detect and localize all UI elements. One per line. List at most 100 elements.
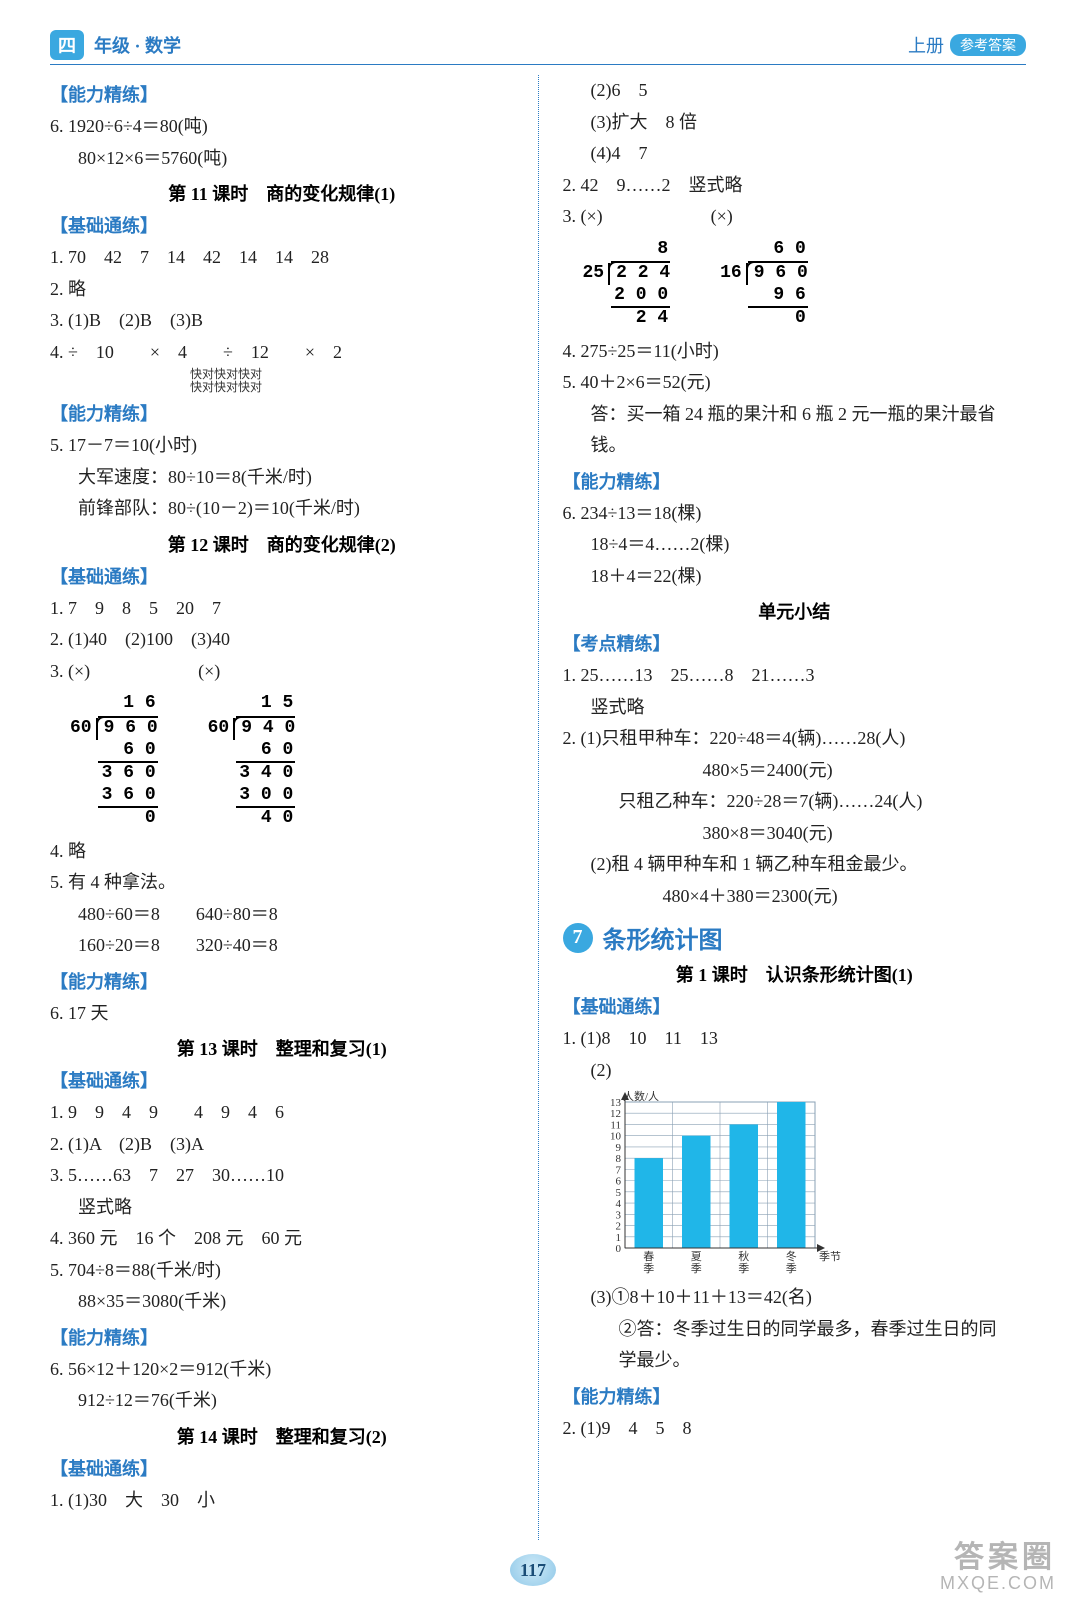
ref-pill: 参考答案 [950,34,1026,56]
text-line: 6. 56×12＋120×2＝912(千米) [50,1354,514,1386]
svg-text:2: 2 [615,1221,621,1233]
section-ability: 【能力精练】 [563,1383,1027,1409]
ld-step: 3 0 0 [236,785,296,809]
section-basic: 【基础通练】 [50,1455,514,1481]
annotation: 快对快对快对 [50,381,514,394]
ld-step: 3 4 0 [236,763,296,785]
long-division-row: 8 25 2 2 4 2 0 0 2 4 6 0 16 9 6 0 9 6 0 [583,239,1027,330]
ld-dividend: 9 6 0 [96,718,158,740]
text-line: 竖式略 [50,1192,514,1224]
svg-text:13: 13 [610,1097,622,1109]
svg-text:季: 季 [690,1262,701,1275]
annotation: 快对快对快对 [50,368,514,381]
svg-text:6: 6 [615,1176,621,1188]
text-line: 学最少。 [563,1345,1027,1377]
section-exam: 【考点精练】 [563,630,1027,656]
long-division-1: 1 6 60 9 6 0 6 0 3 6 0 3 6 0 0 [70,693,158,830]
ld-dividend: 2 2 4 [608,263,670,285]
svg-text:夏: 夏 [690,1250,701,1263]
page-number: 117 [510,1554,556,1586]
text-line: 912÷12＝76(千米) [50,1385,514,1417]
text-line: 380×8＝3040(元) [563,818,1027,850]
ld-step: 6 0 [98,740,158,764]
text-line: 3. (×) (×) [563,201,1027,233]
text-line: 88×35＝3080(千米) [50,1286,514,1318]
ld-dividend: 9 4 0 [233,718,295,740]
header-left: 四 年级 · 数学 [50,30,181,60]
text-line: 3. (1)B (2)B (3)B [50,305,514,337]
text-line: 只租乙种车：220÷28＝7(辆)……24(人) [563,786,1027,818]
bar-chart: 012345678910111213人数/人季节春季夏季秋季冬季 [591,1088,1027,1278]
ld-divisor: 16 [720,263,746,285]
text-line: 1. 70 42 7 14 42 14 14 28 [50,242,514,274]
svg-text:11: 11 [610,1120,621,1132]
section-ability: 【能力精练】 [50,968,514,994]
unit-summary-heading: 单元小结 [563,598,1027,624]
svg-text:8: 8 [615,1154,621,1166]
ld-divisor: 60 [70,718,96,740]
chapter-title: 条形统计图 [603,920,723,955]
ld-quotient: 6 0 [748,239,808,264]
text-line: 4. 275÷25＝11(小时) [563,336,1027,368]
text-line: 18÷4＝4……2(棵) [563,529,1027,561]
page-header: 四 年级 · 数学 上册 参考答案 [50,30,1026,65]
ld-quotient: 1 6 [98,693,158,718]
section-ability: 【能力精练】 [563,468,1027,494]
section-basic: 【基础通练】 [50,1067,514,1093]
svg-text:1: 1 [615,1232,621,1244]
text-line: 1. (1)30 大 30 小 [50,1485,514,1517]
text-line: 5. 704÷8＝88(千米/时) [50,1255,514,1287]
text-line: 1. 9 9 4 9 4 9 4 6 [50,1097,514,1129]
text-line: 答：买一箱 24 瓶的果汁和 6 瓶 2 元一瓶的果汁最省 [563,399,1027,431]
text-line: 2. (1)A (2)B (3)A [50,1129,514,1161]
watermark-line2: MXQE.COM [940,1574,1056,1594]
text-line: 5. 40＋2×6＝52(元) [563,367,1027,399]
text-line: 3. (×) (×) [50,656,514,688]
ld-step: 6 0 [236,740,296,764]
svg-text:9: 9 [615,1142,621,1154]
text-line: 2. 42 9……2 竖式略 [563,170,1027,202]
long-division-4: 6 0 16 9 6 0 9 6 0 [720,239,808,330]
section-ability: 【能力精练】 [50,400,514,426]
svg-text:12: 12 [610,1109,621,1121]
column-divider [538,75,539,1540]
text-line: 钱。 [563,430,1027,462]
text-line: 6. 234÷13＝18(棵) [563,498,1027,530]
lesson-heading: 第 1 课时 认识条形统计图(1) [563,961,1027,987]
svg-text:0: 0 [615,1243,621,1255]
right-column: (2)6 5 (3)扩大 8 倍 (4)4 7 2. 42 9……2 竖式略 3… [563,75,1027,1540]
section-ability: 【能力精练】 [50,1324,514,1350]
text-line: (2)6 5 [563,75,1027,107]
text-line: 6. 17 天 [50,998,514,1030]
text-line: 6. 1920÷6÷4＝80(吨) [50,111,514,143]
text-line: 4. 略 [50,836,514,868]
watermark: 答案圈 MXQE.COM [940,1541,1056,1594]
text-line: (2)租 4 辆甲种车和 1 辆乙种车租金最少。 [563,849,1027,881]
text-line: 1. 25……13 25……8 21……3 [563,660,1027,692]
ld-step: 3 6 0 [98,763,158,785]
watermark-line1: 答案圈 [940,1541,1056,1574]
svg-text:季: 季 [785,1262,796,1275]
lesson-heading-11: 第 11 课时 商的变化规律(1) [50,180,514,206]
svg-text:7: 7 [615,1165,621,1177]
text-line: 竖式略 [563,692,1027,724]
svg-text:5: 5 [615,1187,621,1199]
lesson-heading-12: 第 12 课时 商的变化规律(2) [50,531,514,557]
ld-step: 3 6 0 [98,785,158,809]
content-columns: 【能力精练】 6. 1920÷6÷4＝80(吨) 80×12×6＝5760(吨)… [50,75,1026,1540]
text-line: 5. 17－7＝10(小时) [50,430,514,462]
ld-divisor: 60 [208,718,234,740]
text-line: 480÷60＝8 640÷80＝8 [50,899,514,931]
ld-divisor: 25 [583,263,609,285]
text-line: 80×12×6＝5760(吨) [50,143,514,175]
text-line: 2. (1)9 4 5 8 [563,1413,1027,1445]
volume-text: 上册 [908,32,944,58]
lesson-heading-14: 第 14 课时 整理和复习(2) [50,1423,514,1449]
ld-step: 0 [98,808,158,830]
text-line: 18＋4＝22(棵) [563,561,1027,593]
text-line: 前锋部队：80÷(10－2)＝10(千米/时) [50,493,514,525]
text-line: 2. 略 [50,274,514,306]
section-ability: 【能力精练】 [50,81,514,107]
svg-text:春: 春 [643,1250,654,1263]
svg-text:人数/人: 人数/人 [623,1090,659,1103]
